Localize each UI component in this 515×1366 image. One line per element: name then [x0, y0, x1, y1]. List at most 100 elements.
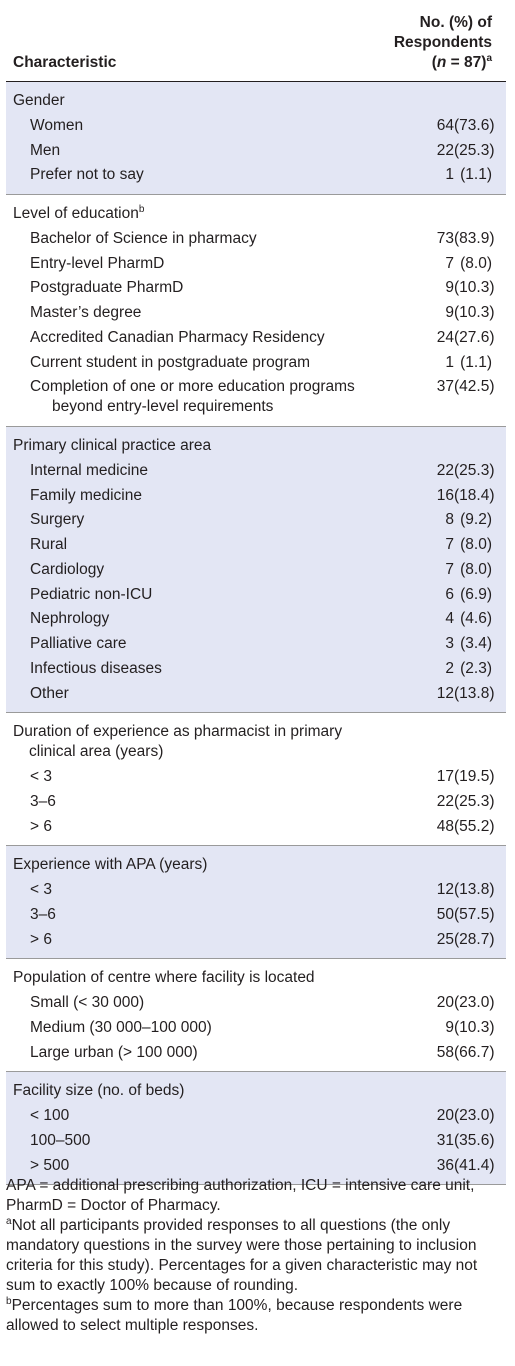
section-title-row: Level of educationb: [6, 204, 506, 224]
section-title-row: Facility size (no. of beds): [6, 1081, 506, 1101]
row-label-text: Prefer not to say: [30, 166, 144, 184]
col-header-open-paren: (: [431, 54, 437, 71]
row-percent: (1.1): [460, 353, 492, 371]
row-label-text: Cardiology: [30, 560, 105, 578]
table-row: < 3 12 (13.8): [6, 880, 506, 900]
table-row: Internal medicine 22 (25.3): [6, 461, 506, 481]
characteristic-column-header: Characteristic: [13, 54, 117, 71]
row-percent: (25.3): [454, 792, 495, 810]
row-count: 7: [445, 536, 454, 553]
row-label: 3–6: [6, 905, 410, 925]
table-body: Gender Women 64 (73.6) Men 22 (25.3) Prefer not…: [6, 82, 506, 1186]
row-percent: (6.9): [460, 585, 492, 603]
footnote-b-text: Percentages sum to more than 100%, becau…: [6, 1297, 463, 1334]
row-label: Women: [6, 116, 410, 136]
table-row: Infectious diseases 2 (2.3): [6, 659, 506, 679]
footnote-a-text: Not all participants provided responses …: [6, 1217, 478, 1294]
row-label: Accredited Canadian Pharmacy Residency: [6, 328, 410, 348]
row-count: 48: [436, 817, 454, 835]
table-section: Level of educationb Bachelor of Science i…: [6, 195, 506, 427]
table-row: Pediatric non-ICU 6 (6.9): [6, 585, 506, 605]
row-label-text: Master’s degree: [30, 304, 142, 321]
section-title-row: Duration of experience as pharmacist in …: [6, 722, 506, 762]
col-header-n: n: [436, 54, 447, 71]
row-label: > 500: [6, 1156, 410, 1176]
table-row: Postgraduate PharmD 9 (10.3): [6, 278, 506, 298]
section-title-row: Primary clinical practice area: [6, 436, 506, 456]
table-section: Population of centre where facility is l…: [6, 959, 506, 1073]
row-label-text: Internal medicine: [30, 461, 149, 479]
row-label: < 3: [6, 767, 410, 787]
table-row: Accredited Canadian Pharmacy Residency 24…: [6, 328, 506, 348]
row-count: 3: [445, 635, 454, 652]
row-percent: (8.0): [460, 560, 492, 578]
row-label-text: < 3: [30, 881, 52, 898]
row-count: 7: [445, 254, 454, 272]
footnote-a: aNot all participants provided responses…: [6, 1216, 506, 1296]
table-row: Nephrology 4 (4.6): [6, 609, 506, 629]
table-section: Facility size (no. of beds) < 100 20 (23.0)…: [6, 1072, 506, 1186]
table-row: > 6 25 (28.7): [6, 930, 506, 950]
table-row: Surgery 8 (9.2): [6, 510, 506, 530]
row-label-text: Surgery: [30, 511, 85, 529]
row-label: Small (< 30 000): [6, 993, 410, 1013]
row-count: 1: [445, 166, 454, 184]
row-count: 17: [436, 768, 454, 785]
row-count: 73: [436, 229, 454, 247]
row-label: Prefer not to say: [6, 165, 410, 185]
row-label-text: Other: [30, 684, 69, 702]
row-count: 31: [436, 1131, 454, 1149]
row-count: 9: [445, 279, 454, 297]
row-label-text: Family medicine: [30, 486, 142, 504]
row-percent: (13.8): [454, 684, 495, 702]
row-label: > 6: [6, 930, 410, 950]
row-percent: (13.8): [454, 881, 495, 898]
row-label-text: Large urban (> 100 000): [30, 1043, 198, 1061]
row-percent: (42.5): [454, 378, 495, 396]
row-percent: (57.5): [454, 905, 495, 923]
row-count: 9: [445, 1018, 454, 1036]
section-title: Gender: [6, 91, 506, 111]
table-section: Gender Women 64 (73.6) Men 22 (25.3) Prefer not…: [6, 82, 506, 195]
table-row: Palliative care 3 (3.4): [6, 634, 506, 654]
row-label-text: Pediatric non-ICU: [30, 585, 153, 603]
table-row: > 500 36 (41.4): [6, 1156, 506, 1176]
row-label: 3–6: [6, 792, 410, 812]
table-row: Completion of one or more education prog…: [6, 377, 506, 417]
row-label-text: Small (< 30 000): [30, 994, 145, 1011]
row-label: Master’s degree: [6, 303, 410, 323]
row-label: Infectious diseases: [6, 659, 410, 679]
table-row: > 6 48 (55.2): [6, 817, 506, 837]
row-label-text: > 500: [30, 1156, 70, 1174]
row-label: Pediatric non-ICU: [6, 585, 410, 605]
row-count: 37: [436, 378, 454, 396]
table-row: Entry-level PharmD 7 (8.0): [6, 254, 506, 274]
row-label-text: Accredited Canadian Pharmacy Residency: [30, 328, 325, 346]
row-percent: (55.2): [454, 817, 495, 835]
row-percent: (35.6): [454, 1131, 495, 1149]
row-count: 2: [445, 659, 454, 677]
section-title: Level of educationb: [6, 204, 506, 224]
row-count: 8: [445, 511, 454, 529]
row-count: 25: [436, 930, 454, 948]
section-title-row: Population of centre where facility is l…: [6, 968, 506, 988]
row-percent: (2.3): [460, 659, 492, 677]
row-label: Other: [6, 684, 410, 704]
row-label-text: Palliative care: [30, 635, 127, 652]
table-row: Women 64 (73.6): [6, 116, 506, 136]
section-title: Duration of experience as pharmacist in …: [6, 722, 506, 762]
table-row: Prefer not to say 1 (1.1): [6, 165, 506, 185]
row-label: 100–500: [6, 1131, 410, 1151]
row-label: Current student in postgraduate program: [6, 353, 410, 373]
section-title: Primary clinical practice area: [6, 436, 506, 456]
row-label-continuation: beyond entry-level requirements: [52, 398, 274, 416]
row-percent: (1.1): [460, 166, 492, 184]
row-label: Completion of one or more education prog…: [6, 377, 410, 417]
table-row: Current student in postgraduate program 1…: [6, 353, 506, 373]
section-title-text: Duration of experience as pharmacist in …: [13, 723, 343, 741]
row-label: Family medicine: [6, 486, 410, 506]
row-percent: (10.3): [454, 279, 495, 297]
row-label-text: > 6: [30, 817, 52, 835]
row-label-text: Women: [30, 116, 84, 134]
col-header-line2: Respondents: [393, 34, 492, 51]
